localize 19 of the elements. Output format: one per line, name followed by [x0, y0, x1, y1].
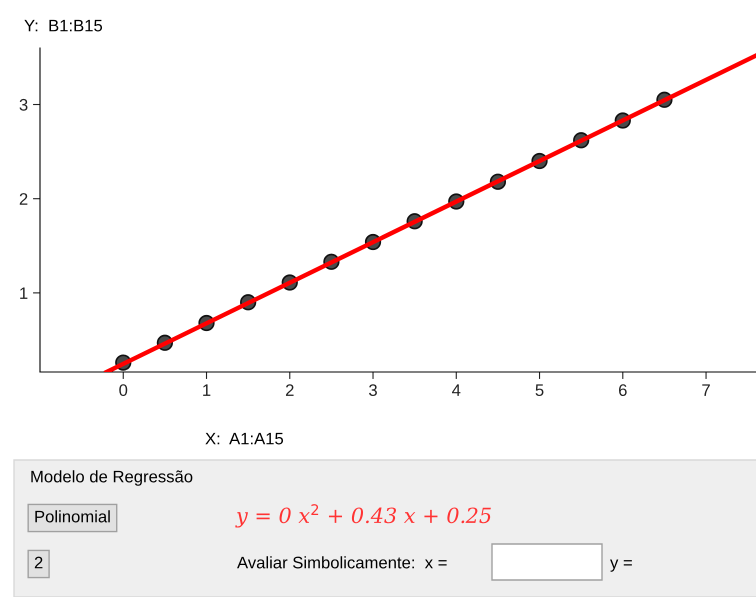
text: Polinomial [35, 510, 110, 522]
x-tick-label: 3 [369, 384, 377, 396]
text: Avaliar Simbolicamente: x = [237, 556, 447, 568]
y-axis-title: Y: B1:B15 [24, 20, 102, 32]
x-tick-label: 2 [286, 384, 294, 396]
x-tick-label: 4 [452, 384, 460, 396]
x-axis-title: X: A1:A15 [205, 432, 284, 444]
text: Modelo de Regressão [31, 470, 192, 486]
x-tick-label: 6 [619, 384, 627, 396]
x-tick-label: 5 [536, 384, 544, 396]
y-tick-label: 1 [20, 287, 28, 299]
text: 2 [34, 556, 42, 568]
y-tick-label: 3 [20, 98, 28, 111]
text: 2 [311, 504, 318, 515]
y-tick-label: 2 [20, 193, 28, 205]
text: y = [610, 560, 632, 572]
x-tick-label: 7 [702, 384, 710, 396]
x-tick-label: 1 [203, 384, 210, 396]
x-tick-label: 0 [119, 384, 128, 396]
